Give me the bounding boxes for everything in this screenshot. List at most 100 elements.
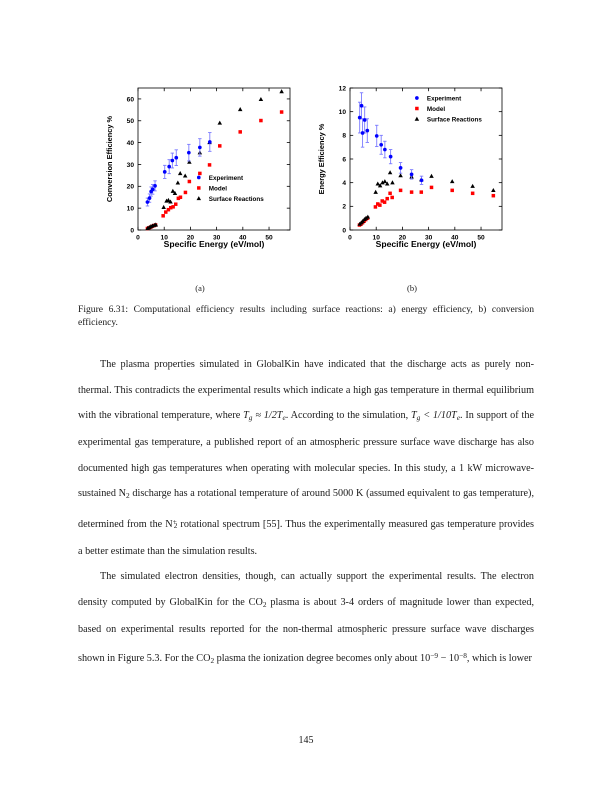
data-point-square bbox=[169, 205, 173, 210]
data-point-circle bbox=[207, 140, 212, 144]
data-point-triangle bbox=[258, 96, 264, 102]
data-point-square bbox=[166, 207, 171, 212]
figure-caption-text: Computational efficiency results includi… bbox=[78, 304, 534, 329]
data-point-circle bbox=[383, 147, 387, 152]
figure-6-31: 0 10 20 30 40 50 0 10 20 30 40 50 60 Specific Energy … bbox=[0, 78, 612, 293]
data-point-triangle bbox=[373, 189, 378, 194]
data-point-square bbox=[450, 188, 454, 193]
y-tick-label: 10 bbox=[339, 109, 347, 116]
y-tick-label: 40 bbox=[127, 140, 135, 147]
p2-co2-subscript: 2 bbox=[262, 599, 267, 609]
x-axis-label: Specific Energy (eV/mol) bbox=[376, 239, 477, 249]
data-point-circle bbox=[174, 155, 179, 160]
data-point-triangle bbox=[175, 180, 181, 185]
p1-math-T2-sub: e bbox=[282, 412, 286, 422]
x-tick-label: 20 bbox=[187, 235, 195, 242]
data-point-triangle bbox=[153, 222, 159, 227]
x-axis-label: Specific Energy (eV/mol) bbox=[164, 239, 265, 249]
p2-exponent-1: −9 bbox=[430, 650, 439, 660]
figure-caption: Figure 6.31: Computational efficiency re… bbox=[78, 303, 534, 329]
data-point-square bbox=[491, 193, 496, 198]
p2-segment-3: plasma the ionization degree becomes onl… bbox=[214, 652, 431, 664]
data-point-square bbox=[161, 214, 165, 218]
legend-label: Model bbox=[209, 185, 227, 192]
figure-caption-prefix: Figure 6.31: bbox=[78, 304, 129, 315]
y-tick-label: 60 bbox=[127, 96, 135, 103]
data-point-circle bbox=[198, 145, 202, 150]
p1-segment-4: discharge has a rotational temperature o… bbox=[78, 488, 534, 530]
data-point-triangle bbox=[237, 107, 243, 112]
data-point-circle bbox=[398, 166, 403, 170]
p1-math-tg-2: Tg < 1/10Te bbox=[410, 410, 460, 422]
p1-math-T3: T bbox=[410, 410, 417, 421]
x-tick-label: 10 bbox=[161, 235, 169, 242]
subfigure-a-label: (a) bbox=[195, 283, 205, 293]
p2-segment-2: plasma is about 3-4 orders of magnitude … bbox=[78, 596, 534, 664]
data-point-circle bbox=[415, 96, 419, 100]
data-point-square bbox=[279, 110, 284, 114]
series-surface-reactions bbox=[357, 170, 496, 226]
data-point-triangle bbox=[161, 204, 166, 209]
p1-math-T4: < 1/10T bbox=[420, 410, 457, 421]
p1-math-T4-sub: e bbox=[456, 412, 460, 422]
data-point-square bbox=[183, 190, 188, 195]
data-point-square bbox=[198, 171, 202, 176]
data-point-square bbox=[207, 163, 212, 167]
subfigure-b-label: (b) bbox=[407, 283, 417, 293]
data-point-triangle bbox=[375, 181, 381, 186]
data-point-circle bbox=[374, 134, 379, 138]
paragraph-1: The plasma properties simulated in Globa… bbox=[78, 352, 534, 564]
energy-efficiency-svg: 0 10 20 30 40 50 0 2 4 6 8 10 12 Specific Energy (eV/… bbox=[317, 85, 503, 249]
p1-math-T1-sub: g bbox=[248, 412, 253, 422]
data-point-circle bbox=[167, 164, 172, 169]
p1-n2plus-script: +2 bbox=[173, 517, 178, 531]
subfigure-a: 0 10 20 30 40 50 0 10 20 30 40 50 60 Specific Energy … bbox=[102, 78, 298, 293]
data-point-square bbox=[176, 196, 181, 201]
y-tick-label: 20 bbox=[127, 184, 135, 191]
p1-math-T3-sub: g bbox=[416, 412, 421, 422]
data-point-circle bbox=[145, 200, 150, 204]
data-point-square bbox=[388, 191, 392, 196]
data-point-triangle bbox=[449, 179, 455, 184]
data-point-circle bbox=[409, 172, 414, 177]
series-experiment bbox=[145, 132, 212, 207]
x-tick-label: 10 bbox=[373, 235, 381, 242]
y-tick-label: 0 bbox=[342, 227, 346, 234]
data-point-square bbox=[415, 106, 419, 111]
data-point-circle bbox=[153, 184, 157, 188]
legend: Experiment Model Surface Reactions bbox=[414, 95, 482, 123]
data-point-circle bbox=[365, 128, 370, 133]
energy-efficiency-plot: 0 10 20 30 40 50 0 2 4 6 8 10 12 Specific Energy (eV/… bbox=[314, 78, 510, 268]
page-number: 145 bbox=[298, 735, 314, 746]
p1-n2-subscript: 2 bbox=[126, 491, 130, 500]
p2-exponent-2: −8 bbox=[459, 650, 467, 660]
x-tick-label: 50 bbox=[265, 235, 273, 242]
data-point-triangle bbox=[470, 183, 475, 188]
data-point-triangle bbox=[398, 173, 403, 178]
data-point-triangle bbox=[170, 188, 176, 193]
y-tick-label: 0 bbox=[130, 227, 134, 234]
y-axis-label: Energy Efficiency % bbox=[317, 123, 326, 194]
p1-segment-1: The plasma properties simulated in Globa… bbox=[78, 359, 534, 421]
data-point-square bbox=[376, 202, 380, 206]
x-tick-label: 40 bbox=[239, 235, 247, 242]
legend-label: Surface Reactions bbox=[427, 116, 482, 123]
x-tick-label: 0 bbox=[136, 235, 140, 242]
x-tick-label: 30 bbox=[213, 235, 221, 242]
legend: Experiment Model Surface Reactions bbox=[196, 175, 264, 203]
data-point-square bbox=[238, 130, 242, 134]
conversion-efficiency-plot: 0 10 20 30 40 50 0 10 20 30 40 50 60 Specific Energy … bbox=[102, 78, 298, 268]
conversion-efficiency-svg: 0 10 20 30 40 50 0 10 20 30 40 50 60 Specific Energy … bbox=[105, 87, 291, 249]
data-point-square bbox=[197, 186, 201, 190]
data-point-triangle bbox=[380, 180, 385, 185]
data-point-triangle bbox=[172, 190, 178, 195]
data-point-triangle bbox=[377, 183, 383, 188]
x-tick-label: 40 bbox=[451, 235, 459, 242]
data-point-triangle bbox=[384, 181, 390, 186]
x-tick-label: 30 bbox=[425, 235, 433, 242]
y-tick-label: 12 bbox=[339, 85, 347, 92]
data-point-square bbox=[187, 179, 192, 184]
y-tick-label: 2 bbox=[342, 204, 346, 211]
body-text: The plasma properties simulated in Globa… bbox=[78, 352, 534, 673]
